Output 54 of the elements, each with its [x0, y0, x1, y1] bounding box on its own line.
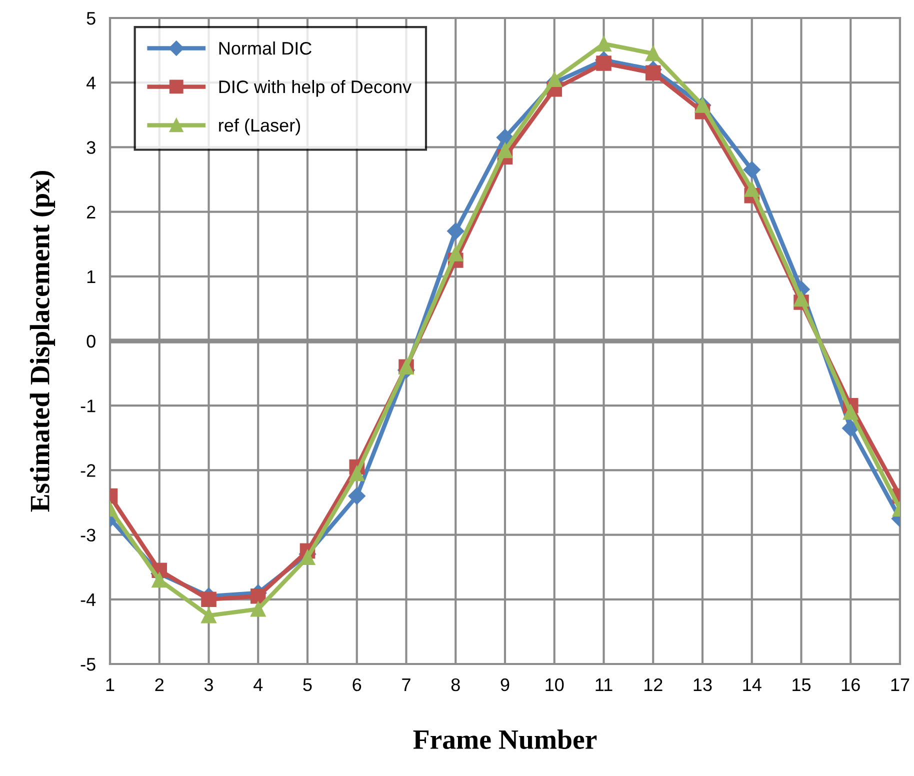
x-tick-label: 7	[402, 678, 410, 691]
point	[497, 142, 513, 158]
y-tick-label: 5	[86, 12, 96, 25]
point	[596, 56, 612, 71]
y-tick-label: -3	[80, 528, 96, 542]
point	[842, 420, 860, 437]
point	[743, 161, 760, 178]
x-tick-label: 8	[451, 678, 460, 692]
point	[645, 65, 661, 81]
point	[447, 222, 464, 240]
x-tick-label: 10	[546, 678, 564, 692]
y-tick-label: -1	[80, 400, 96, 412]
point	[448, 246, 464, 262]
point	[842, 404, 858, 420]
x-tick-label: 3	[204, 678, 213, 692]
point	[349, 466, 365, 482]
point	[794, 291, 809, 307]
point	[250, 601, 266, 617]
point	[546, 72, 562, 88]
x-tick-label: 5	[303, 678, 312, 692]
x-tick-label: 16	[842, 678, 860, 692]
legend-label: DIC with help of Deconv	[219, 80, 412, 97]
point	[201, 608, 216, 624]
point	[250, 588, 266, 604]
x-tick-label: 12	[644, 678, 662, 691]
point	[744, 182, 760, 197]
x-tick-label: 13	[694, 678, 712, 692]
point	[645, 46, 661, 62]
y-tick-label: -2	[80, 464, 96, 477]
point	[596, 36, 612, 52]
y-tick-label: 4	[86, 76, 96, 90]
x-tick-label: 1	[106, 678, 114, 691]
y-tick-label: 1	[87, 270, 96, 283]
x-tick-label: 2	[155, 678, 164, 691]
y-tick-label: 2	[86, 206, 96, 218]
x-tick-label: 4	[254, 678, 263, 691]
x-tick-label: 9	[500, 678, 510, 692]
x-tick-label: 6	[352, 678, 362, 692]
point	[300, 550, 316, 566]
x-tick-label: 17	[891, 678, 910, 691]
point	[348, 487, 366, 505]
point	[201, 592, 216, 608]
x-tick-label: 15	[792, 678, 811, 692]
legend-label: ref (Laser)	[219, 118, 300, 136]
x-tick-label: 14	[743, 678, 762, 691]
legend-label: Normal DIC	[219, 41, 312, 55]
x-axis-title: Frame Number	[413, 729, 597, 750]
y-axis-title: Estimated Displacement (px)	[30, 170, 56, 512]
y-tick-label: 3	[86, 141, 96, 154]
point	[152, 572, 168, 588]
y-tick-label: -5	[80, 658, 96, 671]
y-tick-label: 0	[86, 334, 96, 348]
x-tick-label: 11	[596, 678, 612, 691]
y-tick-label: -4	[80, 594, 96, 606]
